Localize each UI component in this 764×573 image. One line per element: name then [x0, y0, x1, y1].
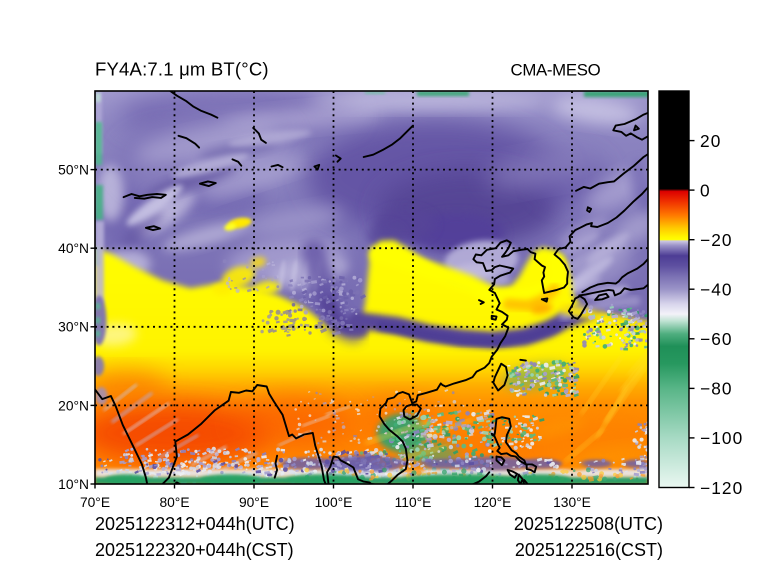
- svg-text:2025122508(UTC): 2025122508(UTC): [514, 514, 663, 534]
- svg-text:110°E: 110°E: [395, 495, 432, 510]
- svg-text:10°N: 10°N: [58, 477, 89, 492]
- svg-text:90°E: 90°E: [239, 495, 269, 510]
- svg-text:20°N: 20°N: [58, 398, 89, 413]
- svg-text:−40: −40: [700, 280, 733, 300]
- svg-text:2025122312+044h(UTC): 2025122312+044h(UTC): [95, 514, 295, 534]
- svg-text:80°E: 80°E: [159, 495, 189, 510]
- svg-text:120°E: 120°E: [474, 495, 512, 510]
- svg-text:0: 0: [700, 180, 711, 200]
- svg-text:130°E: 130°E: [553, 495, 591, 510]
- svg-text:−100: −100: [700, 428, 743, 448]
- svg-text:70°E: 70°E: [80, 495, 110, 510]
- svg-text:100°E: 100°E: [315, 495, 353, 510]
- svg-text:20: 20: [700, 131, 721, 151]
- svg-text:CMA-MESO: CMA-MESO: [511, 61, 601, 80]
- svg-text:−60: −60: [700, 329, 733, 349]
- svg-text:−120: −120: [700, 478, 743, 498]
- svg-text:40°N: 40°N: [58, 241, 89, 256]
- svg-text:−80: −80: [700, 379, 733, 399]
- svg-text:−20: −20: [700, 230, 733, 250]
- svg-text:2025122320+044h(CST): 2025122320+044h(CST): [95, 540, 294, 560]
- svg-text:30°N: 30°N: [58, 320, 89, 335]
- svg-text:50°N: 50°N: [58, 163, 89, 178]
- svg-text:FY4A:7.1 μm BT(°C): FY4A:7.1 μm BT(°C): [95, 59, 269, 80]
- svg-text:2025122516(CST): 2025122516(CST): [515, 540, 663, 560]
